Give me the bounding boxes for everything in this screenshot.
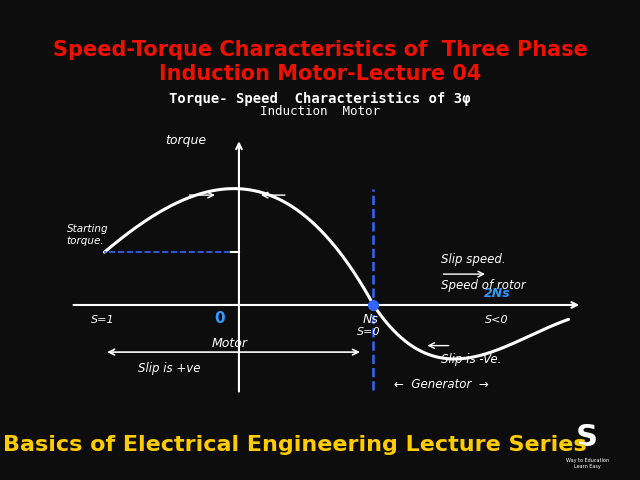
Text: Speed-Torque Characteristics of  Three Phase: Speed-Torque Characteristics of Three Ph…	[52, 40, 588, 60]
Text: Speed of rotor: Speed of rotor	[441, 279, 525, 292]
Text: S: S	[576, 422, 598, 452]
Text: Basics of Electrical Engineering Lecture Series: Basics of Electrical Engineering Lecture…	[3, 435, 586, 456]
Text: Ns: Ns	[363, 313, 379, 326]
Text: ←  Generator  →: ← Generator →	[394, 378, 488, 391]
Text: S=0: S=0	[357, 327, 381, 337]
Text: Induction Motor-Lecture 04: Induction Motor-Lecture 04	[159, 64, 481, 84]
Text: Slip is -Ve.: Slip is -Ve.	[441, 353, 501, 366]
Text: 2Ns: 2Ns	[484, 287, 511, 300]
Text: Torque- Speed  Characteristics of 3φ: Torque- Speed Characteristics of 3φ	[169, 92, 471, 107]
Text: S<0: S<0	[485, 315, 509, 325]
Text: Slip speed.: Slip speed.	[441, 253, 506, 266]
Text: Starting
torque.: Starting torque.	[67, 224, 108, 246]
Text: Way to Education
Learn Easy: Way to Education Learn Easy	[566, 458, 609, 469]
Text: torque: torque	[165, 134, 206, 147]
Text: S=1: S=1	[91, 315, 115, 325]
Text: Motor: Motor	[212, 337, 248, 350]
Text: 0: 0	[214, 311, 225, 326]
Text: Slip is +ve: Slip is +ve	[138, 361, 200, 374]
Text: Induction  Motor: Induction Motor	[260, 105, 380, 118]
